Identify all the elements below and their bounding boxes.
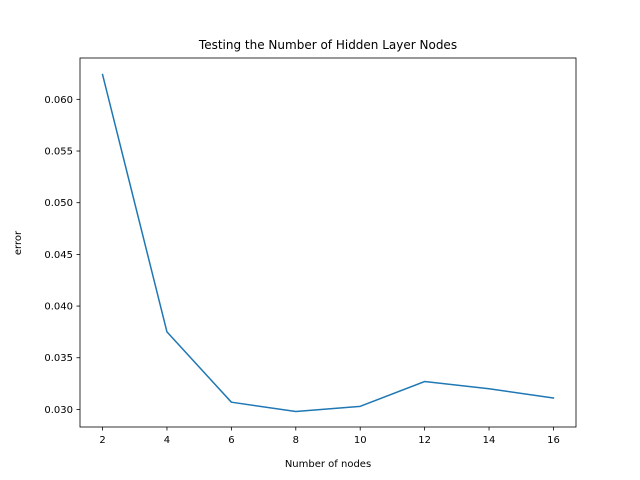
x-axis-label: Number of nodes xyxy=(285,459,371,470)
x-tick-label: 2 xyxy=(99,435,105,446)
y-tick-label: 0.060 xyxy=(44,95,73,106)
y-tick-label: 0.050 xyxy=(44,198,73,209)
chart-title: Testing the Number of Hidden Layer Nodes xyxy=(198,38,457,52)
plot-area: 2 4 6 8 10 12 14 16 0.030 0.035 0.040 0.045 0.050 0.0… xyxy=(44,57,577,446)
x-tick-label: 8 xyxy=(293,435,299,446)
x-tick-label: 6 xyxy=(228,435,234,446)
x-tick-label: 12 xyxy=(418,435,431,446)
x-tick-label: 14 xyxy=(483,435,496,446)
y-tick-label: 0.030 xyxy=(44,405,73,416)
y-tick-label: 0.035 xyxy=(44,353,73,364)
x-tick-label: 16 xyxy=(547,435,560,446)
y-tick-label: 0.045 xyxy=(44,250,73,261)
axes-frame xyxy=(79,57,577,428)
y-tick-label: 0.055 xyxy=(44,147,73,158)
x-tick-label: 4 xyxy=(164,435,170,446)
series-line xyxy=(101,73,555,413)
y-tick-label: 0.040 xyxy=(44,302,73,313)
y-axis-label: error xyxy=(13,230,24,255)
x-tick-label: 10 xyxy=(354,435,367,446)
